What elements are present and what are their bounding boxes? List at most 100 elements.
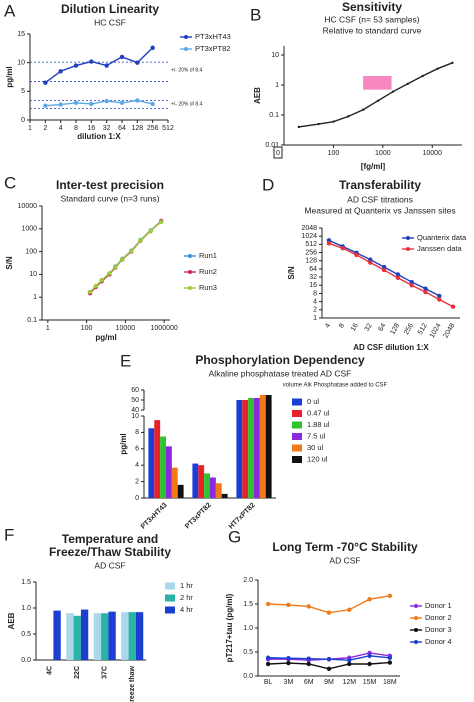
point xyxy=(104,98,109,104)
y-tick-label: 5 xyxy=(21,88,25,95)
bar xyxy=(128,612,136,660)
point xyxy=(58,102,63,107)
panel-label: C xyxy=(4,173,16,192)
legend-marker xyxy=(184,47,188,51)
point xyxy=(93,283,99,289)
point xyxy=(120,257,125,262)
y-tick-label: 0.1 xyxy=(27,317,37,324)
point xyxy=(437,293,442,299)
y-tick-label: 1 xyxy=(313,315,317,322)
point xyxy=(135,60,140,65)
x-tick-label: 128 xyxy=(389,322,401,336)
x-tick-label: 64 xyxy=(118,125,126,132)
y-tick-label: 512 xyxy=(305,241,317,248)
point xyxy=(332,120,335,123)
panel-label: B xyxy=(250,5,261,24)
point xyxy=(150,101,155,107)
x-tick-label: 15M xyxy=(363,679,377,686)
chart-title: Transferability xyxy=(339,178,421,192)
bar xyxy=(80,609,89,660)
chart-subtitle: HC CSF (n= 53 samples) xyxy=(324,14,419,24)
legend-label: 0.47 ul xyxy=(307,408,330,417)
bar xyxy=(93,613,102,660)
point xyxy=(99,277,104,283)
y-tick-label: 2 xyxy=(313,307,317,314)
x-tick-label: 22C xyxy=(74,666,81,679)
panel-label: F xyxy=(4,525,14,544)
point xyxy=(347,661,352,667)
legend-label: Run1 xyxy=(199,251,217,260)
point xyxy=(423,289,428,295)
legend-label: Janssen data xyxy=(417,244,462,253)
y-tick-label: 0.01 xyxy=(265,142,279,149)
x-tick-label: 37C xyxy=(102,666,109,679)
point xyxy=(89,101,94,107)
point xyxy=(104,63,109,68)
bar xyxy=(177,484,184,498)
legend-label: 1.88 ul xyxy=(307,420,330,429)
x-tick-label: PT3xPT82 xyxy=(184,502,213,531)
point xyxy=(58,69,63,74)
y-tick-label: 2048 xyxy=(301,225,317,232)
point xyxy=(406,82,409,85)
x-tick-label: 100 xyxy=(328,150,340,157)
bar xyxy=(215,483,222,498)
x-tick-label: 18M xyxy=(383,679,397,686)
y-tick-label: 1.0 xyxy=(21,605,31,612)
x-axis-label: [fg/ml] xyxy=(361,162,386,171)
chart-subtitle: Standard curve (n=3 runs) xyxy=(61,193,160,203)
point xyxy=(367,653,372,659)
y-tick-label: 60 xyxy=(131,387,139,394)
point xyxy=(265,601,271,607)
y-axis-label: pg/ml xyxy=(5,66,14,87)
bar xyxy=(108,611,116,660)
x-tick-label: 1024 xyxy=(429,322,443,339)
bar xyxy=(192,463,199,498)
bar xyxy=(166,446,172,498)
legend-label: 120 ul xyxy=(307,454,328,463)
y-tick-label: 0.0 xyxy=(21,657,31,664)
x-tick-label: 512 xyxy=(417,322,429,336)
legend-marker xyxy=(414,640,418,644)
point xyxy=(450,304,456,309)
point xyxy=(347,657,352,663)
bar xyxy=(265,395,272,498)
point xyxy=(381,264,387,270)
point xyxy=(150,45,155,50)
y-axis-label: pg/ml xyxy=(119,433,128,454)
x-tick-label: 4C xyxy=(47,666,54,675)
y-tick-label: 10000 xyxy=(18,203,38,210)
point xyxy=(367,661,372,667)
x-tick-label: BL xyxy=(264,679,273,686)
y-tick-label: 0 xyxy=(21,117,25,124)
y-tick-label: 100 xyxy=(25,248,37,255)
y-tick-label: 10 xyxy=(271,52,279,59)
x-tick-label: 4 xyxy=(324,322,332,329)
y-tick-label: 4 xyxy=(313,298,317,305)
chart-subtitle: Measured at Quanterix vs Janssen sites xyxy=(304,205,455,215)
y-tick-label: 50 xyxy=(131,397,139,404)
point xyxy=(409,279,414,285)
x-tick-label: 256 xyxy=(403,322,415,336)
point xyxy=(381,267,387,273)
point xyxy=(326,610,332,615)
point xyxy=(297,125,301,129)
y-tick-label: 0.5 xyxy=(243,649,253,656)
y-tick-label: 8 xyxy=(135,429,139,436)
legend-title: volume Alk Phosphatase added to CSF xyxy=(283,383,388,389)
chart-title: Long Term -70°C Stability xyxy=(272,540,418,554)
point xyxy=(387,660,393,665)
series-line xyxy=(298,62,453,128)
legend-label: Donor 2 xyxy=(425,613,452,622)
point xyxy=(306,604,311,609)
point xyxy=(135,98,140,103)
legend-label: Quanterix data xyxy=(417,233,467,242)
bar xyxy=(148,428,155,498)
legend-swatch xyxy=(165,582,175,590)
bar xyxy=(236,400,243,498)
legend-label: 1 hr xyxy=(180,581,193,590)
x-tick-label: 4 xyxy=(59,125,63,132)
y-axis-label: AEB xyxy=(7,612,16,629)
point xyxy=(436,67,439,70)
bar xyxy=(101,613,109,660)
